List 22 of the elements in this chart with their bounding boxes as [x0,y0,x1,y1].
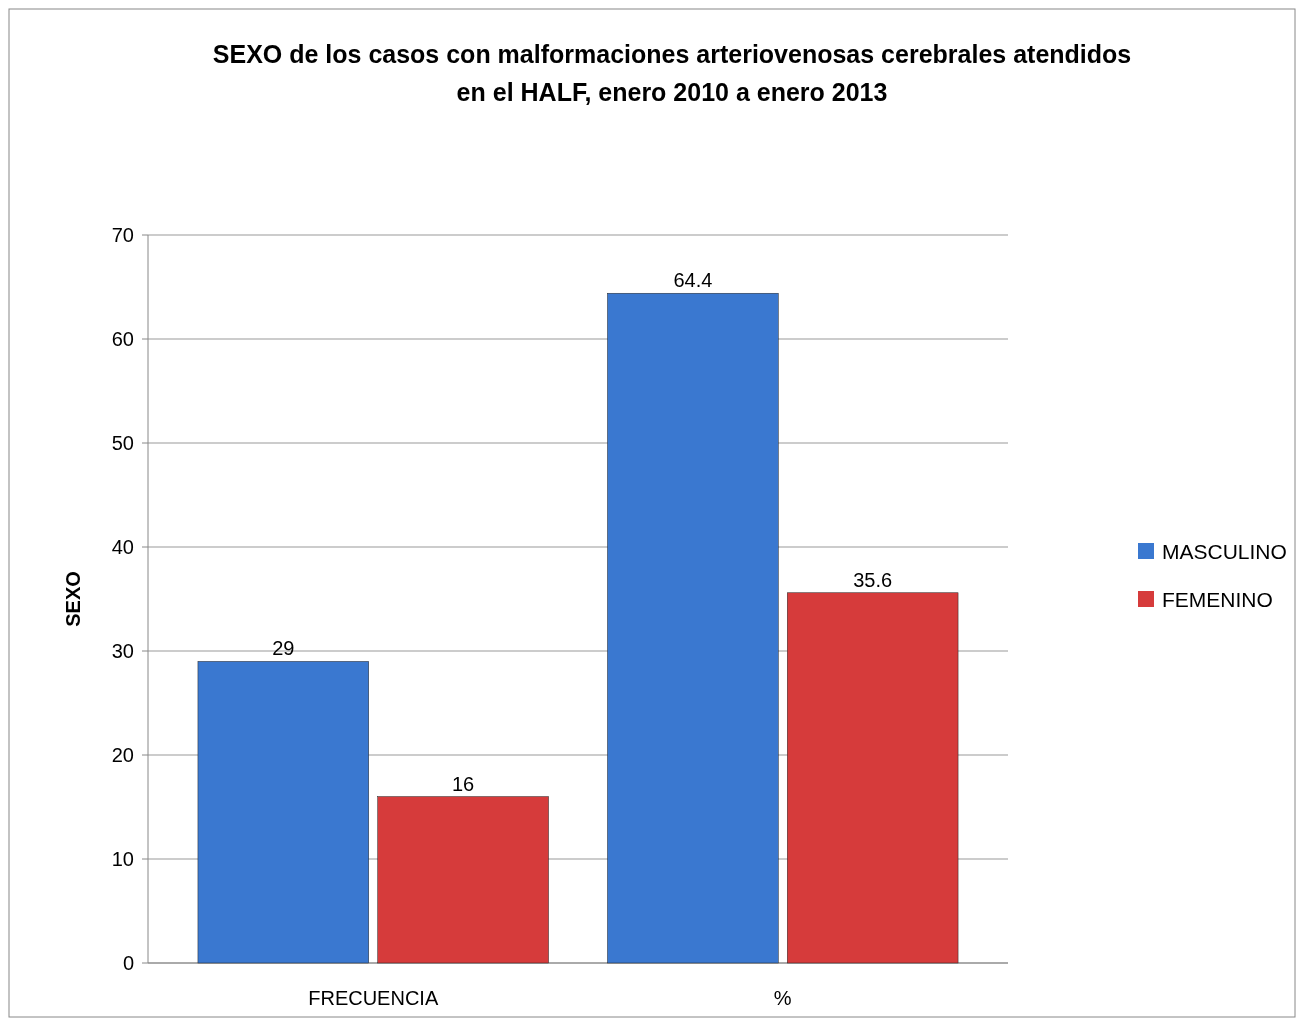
y-tick-label: 20 [111,744,134,766]
y-tick-label: 70 [111,224,134,246]
y-tick-label: 10 [111,848,134,870]
y-tick-label: 0 [122,952,134,974]
chart-title: SEXO de los casos con malformaciones arteriovenosas cerebrales atendidos en el HALF, enero 2010 a enero 2013 [212,40,1132,106]
y-tick-label: 60 [111,328,134,350]
bar [787,592,959,964]
data-label: 64.4 [673,269,713,292]
y-tick-label: 30 [111,640,134,662]
legend-label: FEMENINO [1162,588,1273,611]
x-tick-label: FRECUENCIA [308,987,439,1009]
data-label: 35.6 [853,568,893,591]
y-axis-title: SEXO [62,571,84,627]
y-tick-label: 50 [111,432,134,454]
legend-label: MASCULINO [1162,540,1287,563]
y-tick-label: 40 [111,536,134,558]
x-tick-label: % [773,987,792,1009]
bar [197,661,369,964]
data-label: 16 [452,772,475,795]
data-label: 29 [272,637,295,660]
bar [377,796,549,964]
bar [607,292,779,964]
